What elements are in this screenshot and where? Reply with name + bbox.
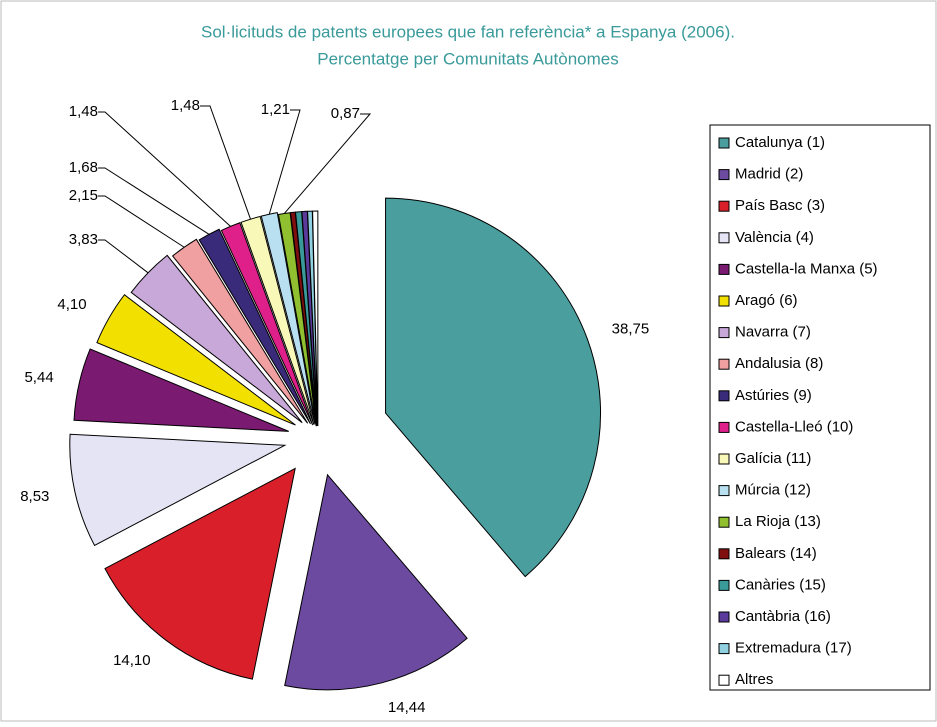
data-label: 2,15 xyxy=(69,187,98,204)
data-label: 1,68 xyxy=(69,159,98,176)
pie-slice xyxy=(220,222,314,426)
data-label: 1,48 xyxy=(69,103,98,120)
pie-slice xyxy=(73,348,289,432)
legend-swatch xyxy=(718,421,730,433)
pie-slice xyxy=(284,473,468,691)
data-label: 1,48 xyxy=(171,97,200,114)
legend-label: Navarra (7) xyxy=(735,324,811,341)
data-label: 14,10 xyxy=(113,652,151,669)
leader-line xyxy=(200,105,251,220)
pie-slice xyxy=(69,433,287,547)
legend-label: València (4) xyxy=(735,229,814,246)
pie-slice xyxy=(96,294,296,426)
data-label: 8,53 xyxy=(20,488,49,505)
legend-label: Castella-Lleó (10) xyxy=(735,418,853,435)
data-label: 1,21 xyxy=(261,101,290,118)
leader-line xyxy=(98,167,210,235)
pie-slice xyxy=(385,197,602,578)
legend-swatch xyxy=(718,232,730,244)
legend-swatch xyxy=(718,453,730,465)
legend-swatch xyxy=(718,358,730,370)
legend-swatch xyxy=(718,327,730,339)
legend-label: Balears (14) xyxy=(735,545,817,562)
legend-swatch xyxy=(718,516,730,528)
legend-swatch xyxy=(718,169,730,181)
data-label: 5,44 xyxy=(24,369,53,386)
legend-swatch xyxy=(718,295,730,307)
legend-label: Altres xyxy=(735,671,773,688)
data-label: 0,87 xyxy=(331,105,360,122)
legend-label: Castella-la Manxa (5) xyxy=(735,260,878,277)
legend-swatch xyxy=(718,579,730,591)
chart-title: Sol·licituds de patents europees que fan… xyxy=(201,22,735,41)
legend-label: Catalunya (1) xyxy=(735,134,825,151)
data-label: 3,83 xyxy=(69,231,98,248)
legend-label: Astúries (9) xyxy=(735,387,812,404)
legend-label: La Rioja (13) xyxy=(735,513,821,530)
data-label: 38,75 xyxy=(612,321,650,338)
leader-line xyxy=(98,111,231,227)
legend-label: Galícia (11) xyxy=(735,450,811,467)
pie-slice xyxy=(130,254,303,424)
legend-label: País Basc (3) xyxy=(735,197,825,214)
legend-label: Cantàbria (16) xyxy=(735,608,831,625)
legend-swatch xyxy=(718,390,730,402)
legend-label: Andalusia (8) xyxy=(735,355,823,372)
legend-swatch xyxy=(718,263,730,275)
leader-line xyxy=(268,109,301,215)
legend-label: Canàries (15) xyxy=(735,576,826,593)
legend-label: Múrcia (12) xyxy=(735,482,811,499)
legend-swatch xyxy=(718,485,730,497)
legend-swatch xyxy=(718,611,730,623)
pie-slice xyxy=(104,467,296,680)
legend-label: Extremadura (17) xyxy=(735,640,852,657)
pie-slice xyxy=(312,210,319,427)
leader-line xyxy=(98,195,185,248)
legend-swatch xyxy=(718,643,730,655)
legend-swatch xyxy=(718,200,730,212)
legend-swatch xyxy=(718,548,730,560)
legend-label: Aragó (6) xyxy=(735,292,798,309)
leader-line xyxy=(98,239,149,274)
leader-line xyxy=(283,113,372,214)
legend-swatch xyxy=(718,674,730,686)
pie-slice xyxy=(171,238,309,424)
data-label: 4,10 xyxy=(57,296,86,313)
legend-swatch xyxy=(718,137,730,149)
legend-box xyxy=(709,124,931,691)
legend-label: Madrid (2) xyxy=(735,166,803,183)
chart-subtitle: Percentatge per Comunitats Autònomes xyxy=(317,49,618,68)
data-label: 14,44 xyxy=(388,699,426,716)
